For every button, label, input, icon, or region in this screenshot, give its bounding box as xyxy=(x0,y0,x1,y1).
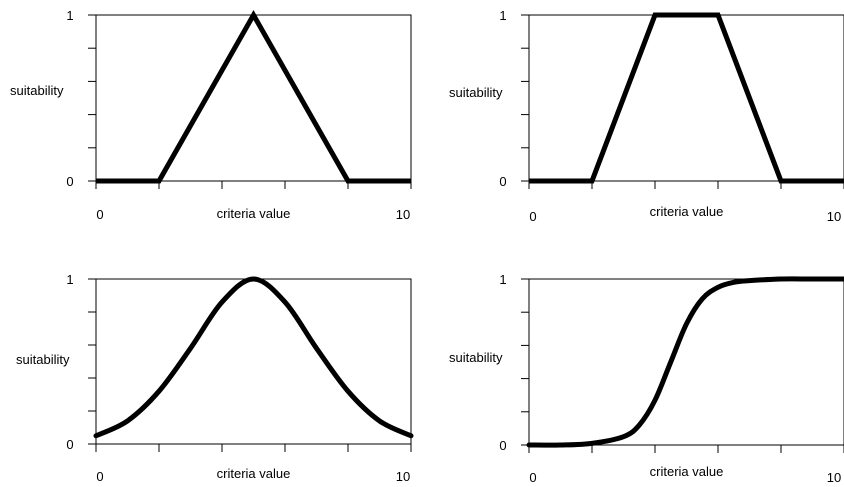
series-line-sigmoidal xyxy=(526,276,844,448)
y-axis-label: suitability xyxy=(449,350,503,365)
y-tick-label-max: 1 xyxy=(499,8,506,23)
x-tick-label-max: 10 xyxy=(827,209,841,224)
plot-frame xyxy=(95,14,412,182)
x-tick-label-min: 0 xyxy=(529,209,536,224)
y-axis-label: suitability xyxy=(449,85,503,100)
y-tick-label-min: 0 xyxy=(499,174,506,189)
x-axis-label: criteria value xyxy=(650,204,724,219)
x-tick-label-max: 10 xyxy=(827,470,841,485)
x-axis-label: criteria value xyxy=(217,466,291,481)
x-tick-label-max: 10 xyxy=(396,207,410,222)
y-axis-label: suitability xyxy=(16,352,70,367)
y-tick-label-max: 1 xyxy=(66,8,73,23)
y-tick-label-min: 0 xyxy=(499,438,506,453)
x-tick-label-min: 0 xyxy=(529,470,536,485)
x-tick-label-min: 0 xyxy=(96,207,103,222)
series-line-trapezoidal xyxy=(529,12,844,184)
y-tick-label-max: 1 xyxy=(66,272,73,287)
plot-frame xyxy=(528,278,844,446)
y-tick-label-min: 0 xyxy=(66,174,73,189)
x-axis-label: criteria value xyxy=(217,206,291,221)
y-tick-label-max: 1 xyxy=(499,272,506,287)
y-tick-label-min: 0 xyxy=(66,437,73,452)
x-tick-label-max: 10 xyxy=(396,469,410,484)
plot-frame xyxy=(95,278,412,445)
plot-frame xyxy=(528,14,844,182)
series-line-gaussian xyxy=(93,276,414,439)
y-axis-label: suitability xyxy=(10,83,64,98)
x-axis-label: criteria value xyxy=(650,464,724,479)
series-line-triangular xyxy=(96,9,411,184)
x-tick-label-min: 0 xyxy=(96,469,103,484)
